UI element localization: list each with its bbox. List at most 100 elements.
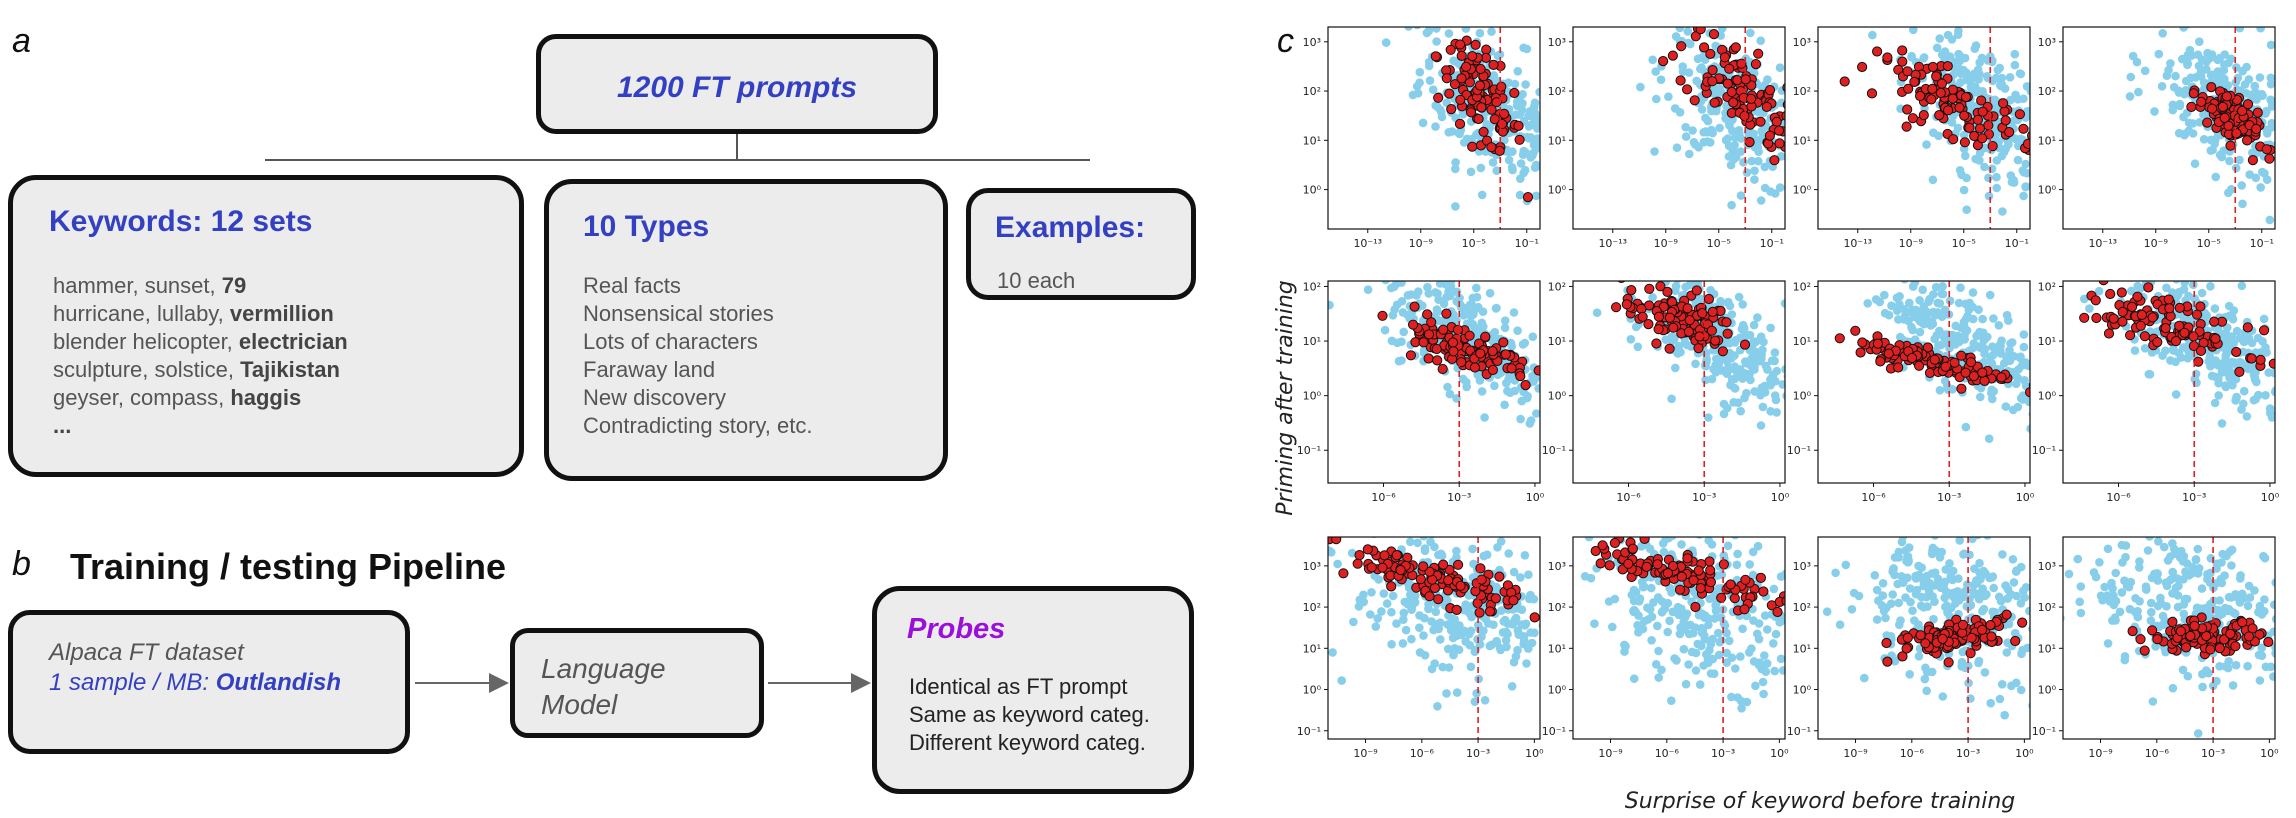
background-point [2138, 520, 2147, 529]
background-point [1795, 363, 1804, 372]
dataset-sample-bold: Outlandish [215, 669, 342, 696]
keyword-point [1496, 81, 1507, 92]
background-point [1528, 332, 1538, 342]
background-point [1509, 527, 1518, 536]
background-point [1668, 537, 1677, 541]
background-point [2223, 81, 2233, 90]
y-tick-label: 10⁰ [1548, 684, 1567, 697]
background-point [2277, 593, 2286, 602]
background-point [1985, 290, 1995, 300]
background-point [1480, 413, 1489, 422]
background-point [1598, 662, 1607, 671]
x-tick-label: 10⁻⁶ [2106, 491, 2131, 504]
keyword-point [1755, 572, 1766, 584]
dataset-sample-line: 1 sample / MB: Outlandish [49, 669, 341, 697]
background-point [2041, 70, 2050, 79]
keyword-point [2217, 101, 2229, 113]
background-point [1517, 396, 1527, 406]
keyword-point [1426, 317, 1437, 328]
background-point [2033, 160, 2042, 169]
y-tick-label: 10⁻¹ [1297, 444, 1321, 457]
keyword-bold: haggis [230, 385, 302, 410]
background-point [2117, 588, 2127, 597]
background-point [2182, 523, 2191, 532]
y-tick-label: 10³ [1303, 36, 1321, 49]
background-point [1770, 391, 1780, 400]
background-point [2188, 257, 2197, 266]
keyword-point [1415, 574, 1426, 585]
background-point [1701, 361, 1710, 371]
y-tick-label: 10¹ [2038, 335, 2056, 348]
background-point [2261, 391, 2270, 400]
background-point [2221, 350, 2231, 360]
background-point [2033, 377, 2042, 386]
background-point [1734, 126, 1744, 135]
background-point [2181, 0, 2190, 8]
scatter-grid: Priming after training Surprise of keywo… [1273, 0, 2290, 814]
background-point [1466, 167, 1476, 177]
background-point [1953, 16, 1962, 25]
background-point [1424, 604, 1433, 614]
x-tick-label: 10⁻⁵ [1462, 237, 1486, 250]
background-point [1420, 651, 1430, 660]
background-point [2284, 148, 2290, 157]
background-point [1628, 194, 1637, 203]
background-point [1762, 659, 1772, 668]
background-point [2168, 539, 2177, 548]
background-point [1708, 654, 1718, 664]
plot-frame [2062, 26, 2276, 230]
keyword-point [1881, 637, 1892, 649]
background-point [1968, 587, 1978, 596]
background-point [2191, 369, 2201, 379]
background-point [1534, 384, 1540, 393]
background-point [1581, 684, 1590, 693]
background-point [1697, 105, 1707, 114]
background-point [1337, 676, 1346, 685]
background-point [1665, 616, 1674, 626]
background-point [2168, 683, 2178, 693]
keyword-plain: geyser, compass, [53, 385, 231, 410]
background-point [1451, 202, 1460, 211]
background-point [2174, 581, 2183, 591]
keyword-point [1716, 592, 1727, 603]
background-point [1997, 73, 2007, 83]
background-point [1907, 305, 1917, 315]
background-point [1667, 332, 1676, 342]
background-point [1919, 302, 1929, 311]
background-point [1748, 547, 1758, 557]
background-point [2271, 578, 2275, 587]
keyword-point [2231, 346, 2242, 358]
background-point [1831, 244, 1840, 253]
background-point [1975, 575, 1985, 584]
background-point [1461, 507, 1470, 516]
background-point [1435, 105, 1445, 114]
background-point [1336, 517, 1345, 526]
keyword-point [1626, 285, 1637, 296]
background-point [1451, 158, 1460, 167]
keyword-point [1449, 79, 1461, 90]
background-point [1431, 288, 1440, 297]
keyword-point [2167, 616, 2178, 628]
background-point [2227, 545, 2237, 555]
background-point [1758, 345, 1767, 355]
background-point [1772, 408, 1781, 417]
keyword-point [1338, 568, 1349, 579]
keyword-point [1515, 371, 1526, 382]
y-tick-label: 10² [1548, 601, 1566, 614]
background-point [1994, 592, 2004, 602]
keyword-point [1956, 383, 1967, 394]
background-point [1956, 283, 1965, 293]
keyword-point [2202, 117, 2213, 128]
keyword-point [1718, 559, 1729, 570]
background-point [1438, 662, 1447, 672]
background-point [1954, 298, 1964, 308]
background-point [1681, 132, 1691, 141]
background-point [2238, 199, 2247, 209]
background-point [2235, 27, 2245, 33]
background-point [1449, 310, 1458, 319]
background-point [2286, 165, 2290, 174]
x-axis-label: Surprise of keyword before training [1625, 789, 2016, 814]
background-point [1941, 565, 1951, 574]
background-point [1520, 165, 1530, 175]
background-point [1963, 311, 1972, 321]
